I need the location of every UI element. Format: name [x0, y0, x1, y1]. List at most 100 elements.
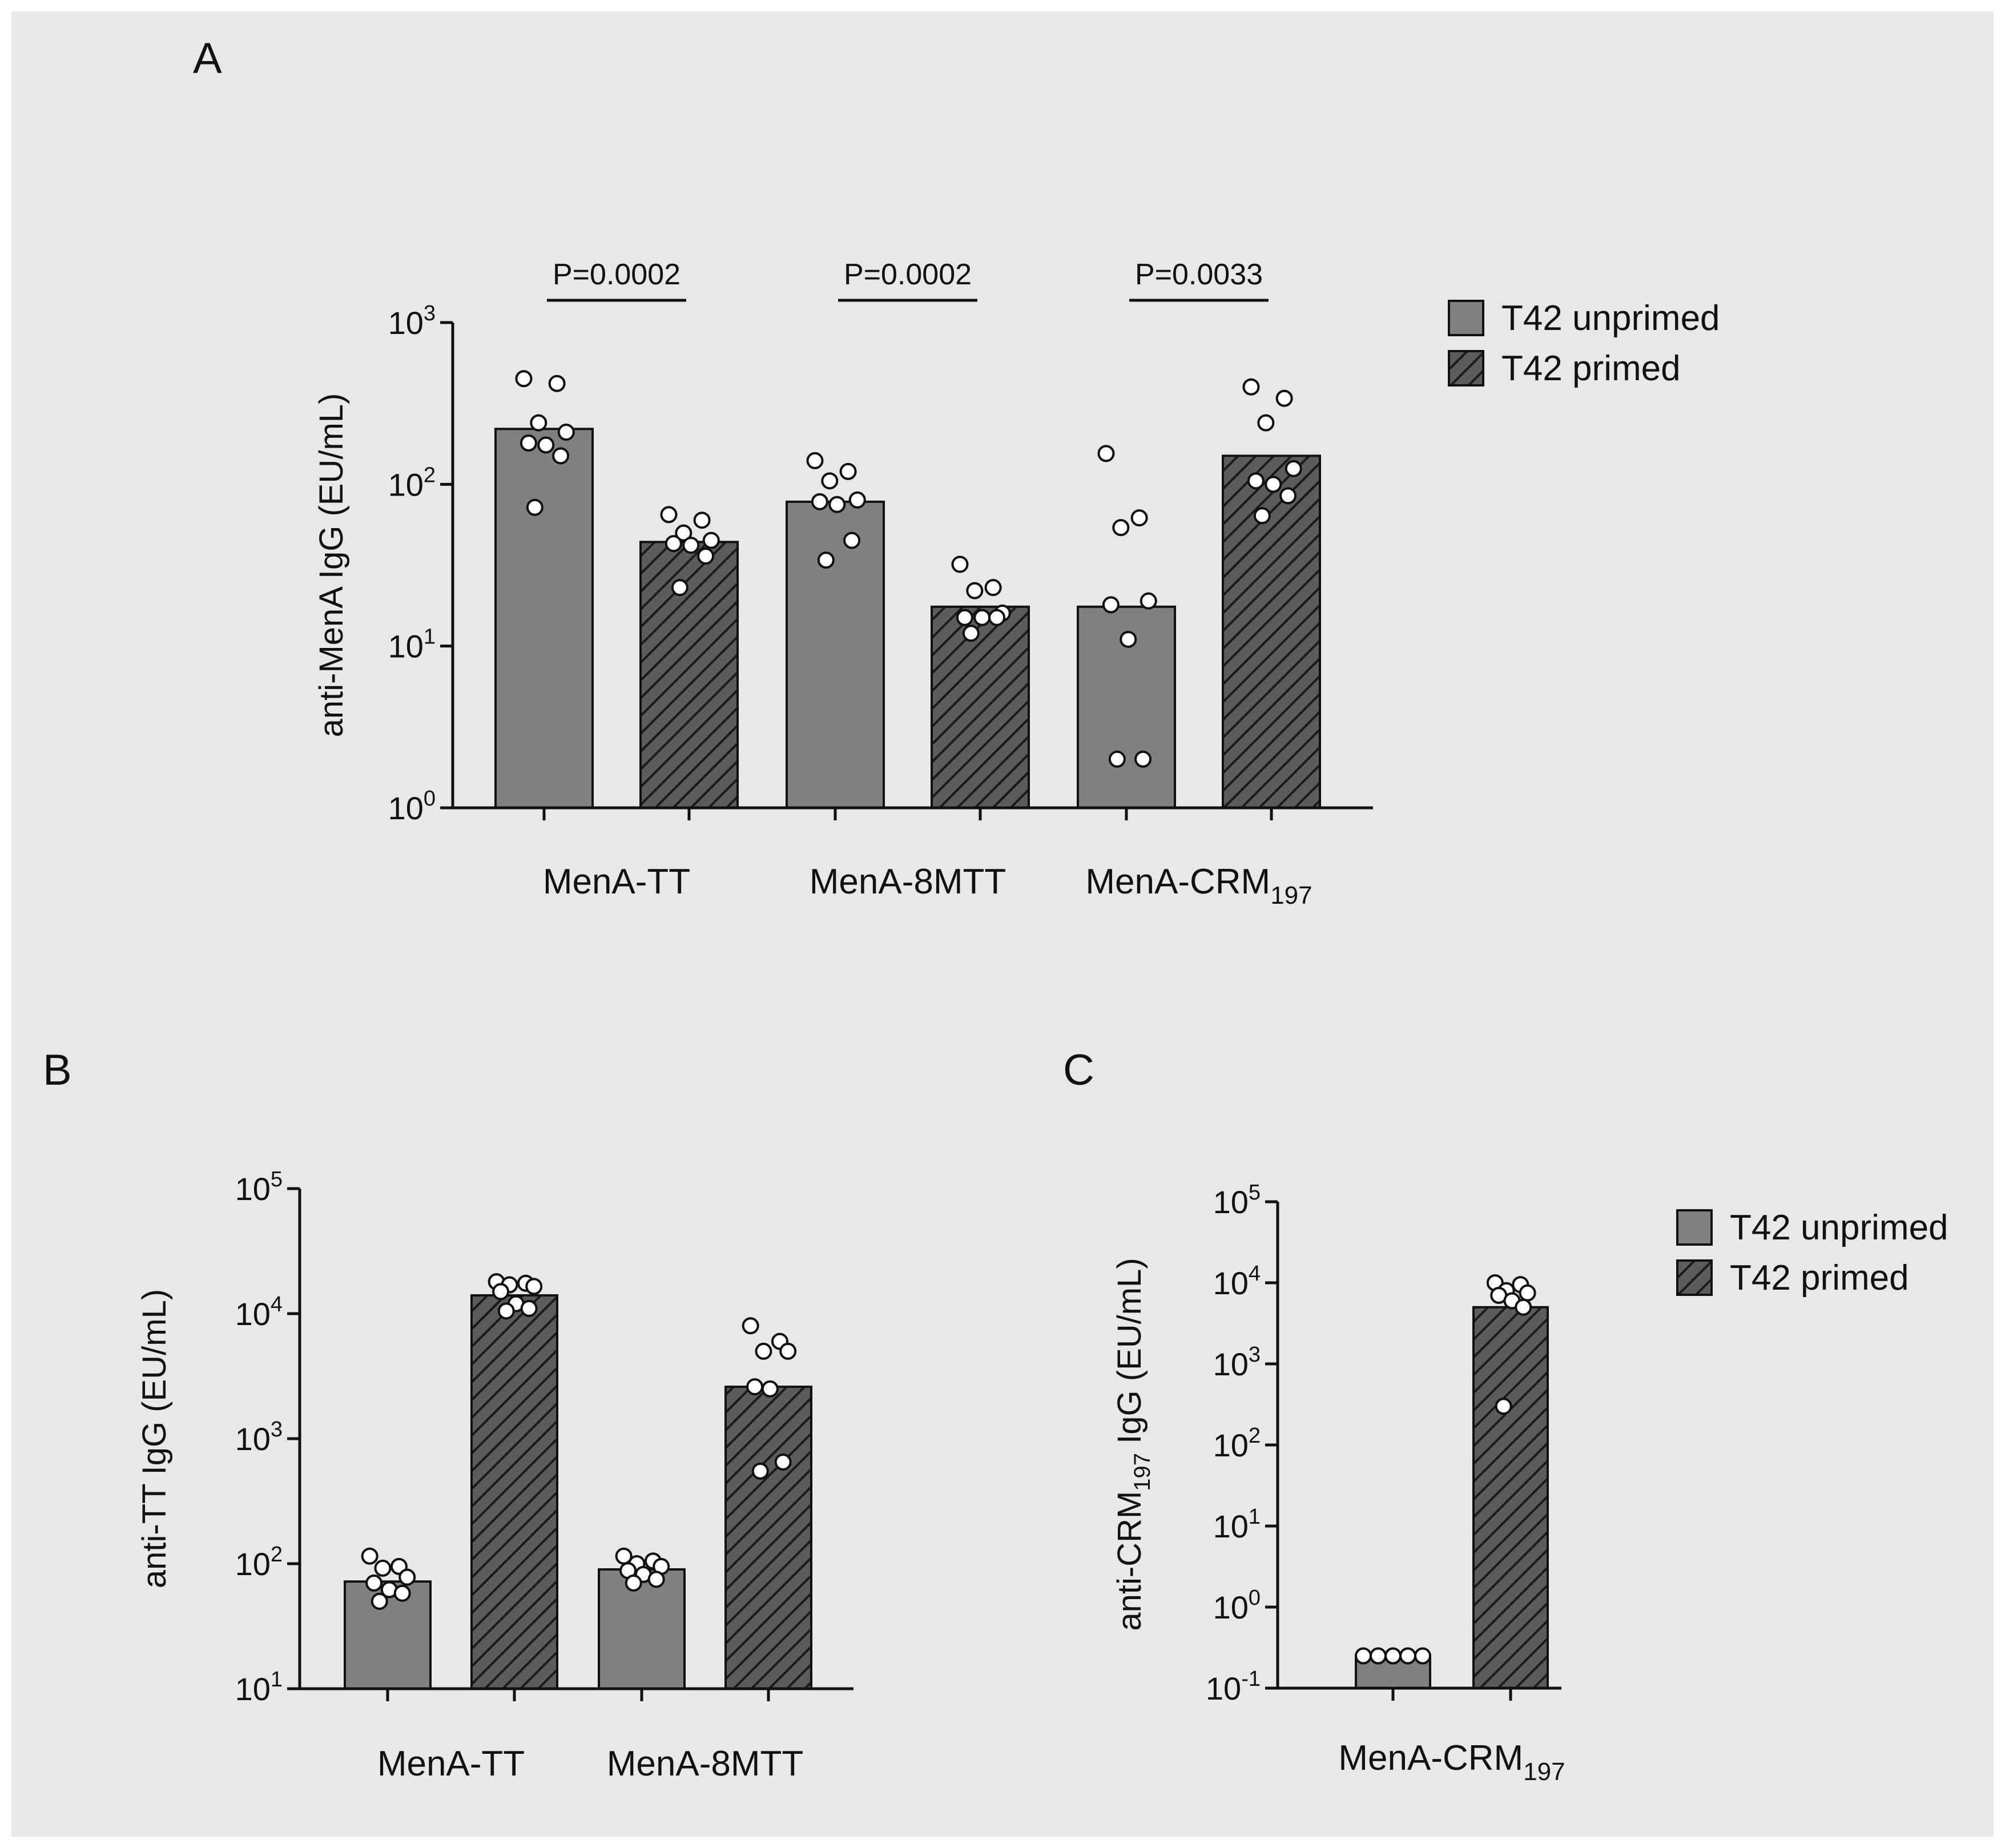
x-category-label: MenA-8MTT	[607, 1744, 803, 1783]
data-point	[492, 1283, 510, 1301]
panel-label-c: C	[1063, 1046, 1094, 1094]
p-value-label: P=0.0002	[553, 258, 681, 291]
data-point	[1120, 630, 1137, 648]
data-point	[530, 414, 547, 432]
data-point	[1399, 1647, 1416, 1665]
bar-unprimed-1	[786, 500, 885, 809]
data-point	[520, 434, 537, 452]
data-point	[821, 472, 839, 490]
bar-primed-2	[1222, 454, 1321, 809]
data-point	[1414, 1647, 1431, 1665]
data-point	[625, 1574, 642, 1592]
y-tick-label: 100	[388, 787, 436, 826]
x-category-label: MenA-CRM197	[1085, 862, 1312, 909]
data-point	[806, 452, 824, 469]
data-point	[1108, 750, 1126, 768]
data-point	[660, 506, 678, 524]
bar-unprimed-0	[494, 428, 594, 809]
data-point	[497, 1302, 515, 1320]
data-point	[1102, 596, 1120, 614]
p-value-label: P=0.0033	[1135, 258, 1263, 291]
data-point	[371, 1592, 388, 1610]
y-tick-label: 101	[1213, 1505, 1261, 1544]
data-point	[742, 1317, 759, 1335]
y-tick-label: 105	[235, 1167, 283, 1207]
data-point	[966, 582, 984, 599]
data-point	[1130, 509, 1148, 527]
data-point	[675, 524, 693, 542]
data-point	[988, 609, 1006, 626]
data-point	[779, 1342, 797, 1360]
y-tick-label: 101	[388, 625, 436, 665]
data-point	[682, 537, 700, 554]
y-tick-label: 10-1	[1206, 1667, 1261, 1706]
data-point	[746, 1378, 764, 1396]
x-category-label: MenA-8MTT	[810, 862, 1006, 901]
legend-bottom-unprimed-swatch	[1676, 1209, 1713, 1246]
data-point	[702, 532, 720, 549]
data-point	[515, 370, 533, 388]
chart-c: 10-1 100 101 102 103 104 105 MenA-CRM197 anti-CR…	[1111, 1181, 1565, 1786]
data-point	[1355, 1647, 1372, 1665]
data-point	[1515, 1298, 1532, 1316]
data-point	[761, 1380, 779, 1398]
data-point	[520, 1299, 538, 1317]
data-point	[1257, 414, 1275, 432]
data-point	[647, 1571, 665, 1588]
y-axis-label: anti-MenA IgG (EU/mL)	[313, 393, 350, 738]
data-point	[956, 609, 973, 626]
data-point	[984, 579, 1002, 597]
y-tick-label: 100	[1213, 1586, 1261, 1625]
y-tick-label: 103	[1213, 1343, 1261, 1382]
data-point	[962, 625, 980, 642]
bar-primed-0	[639, 541, 739, 810]
panel-label-b: B	[43, 1046, 72, 1094]
data-point	[1265, 476, 1282, 493]
data-point	[843, 532, 861, 549]
y-tick-label: 102	[388, 463, 436, 502]
bar-primed-1	[724, 1386, 812, 1690]
y-tick-label: 105	[1213, 1181, 1261, 1220]
p-value-label: P=0.0002	[844, 258, 972, 291]
legend-bottom: T42 unprimed T42 primed	[1676, 1208, 1948, 1298]
data-point	[1519, 1284, 1536, 1302]
x-category-label: MenA-TT	[377, 1744, 525, 1783]
data-point	[1253, 507, 1271, 525]
legend-top-unprimed-swatch	[1448, 300, 1484, 336]
chart-a: 100 101 102 103 MenA-TT MenA-8MTT MenA-CRM197 a…	[313, 258, 1373, 909]
legend-bottom-primed-label: T42 primed	[1730, 1258, 1909, 1298]
data-point	[665, 535, 682, 553]
data-point	[1495, 1398, 1512, 1415]
data-point	[811, 493, 828, 510]
data-point	[525, 1278, 543, 1295]
data-point	[398, 1568, 416, 1586]
data-point	[552, 447, 570, 465]
data-point	[1275, 389, 1293, 407]
data-point	[1134, 750, 1152, 768]
data-point	[671, 579, 689, 597]
legend-top: T42 unprimed T42 primed	[1448, 299, 1720, 388]
x-category-label: MenA-CRM197	[1338, 1738, 1565, 1786]
y-tick-label: 102	[1213, 1424, 1261, 1463]
data-point	[828, 496, 846, 513]
y-tick-label: 104	[235, 1293, 283, 1332]
data-point	[374, 1559, 392, 1577]
data-point	[693, 512, 711, 529]
data-point	[526, 498, 543, 516]
y-axis-label: anti-CRM197 IgG (EU/mL)	[1111, 1258, 1155, 1630]
data-point	[1112, 519, 1130, 537]
bar-primed-0	[1472, 1306, 1549, 1690]
y-tick-label: 104	[1213, 1262, 1261, 1301]
data-point	[973, 609, 991, 626]
legend-bottom-primed-swatch	[1676, 1259, 1713, 1296]
legend-bottom-unprimed-label: T42 unprimed	[1730, 1208, 1948, 1247]
figure: A B C T42 unprimed T42 primed T42 unprim…	[11, 11, 1994, 1837]
data-point	[839, 462, 857, 480]
chart-b: 101 102 103 104 105 MenA-TT MenA-8MTT anti-TT I…	[136, 1167, 853, 1783]
data-point	[1384, 1647, 1402, 1665]
panel-label-a: A	[193, 34, 222, 83]
data-point	[1097, 445, 1115, 462]
y-tick-label: 103	[388, 301, 436, 341]
data-point	[817, 551, 835, 569]
data-point	[557, 424, 575, 441]
